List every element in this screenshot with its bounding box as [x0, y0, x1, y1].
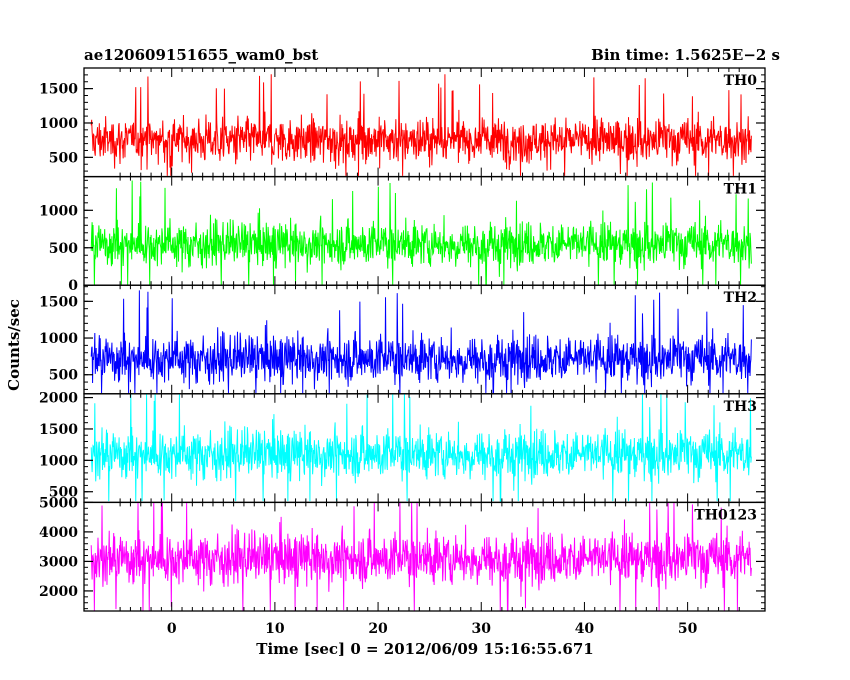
panel-label: TH1: [724, 182, 757, 198]
light-curve-th1: [90, 180, 752, 285]
light-curve-th3: [90, 393, 752, 502]
y-tick-label: 2000: [39, 391, 78, 407]
y-tick-label: 500: [49, 368, 78, 384]
y-tick-label: 500: [49, 241, 78, 257]
x-tick-label: 30: [472, 621, 492, 637]
y-tick-label: 4000: [39, 525, 78, 541]
y-tick-label: 500: [49, 150, 78, 166]
x-tick-label: 10: [265, 621, 285, 637]
y-axis-label: Counts/sec: [5, 299, 23, 391]
x-tick-label: 0: [167, 621, 177, 637]
y-tick-label: 1000: [39, 453, 78, 469]
panel-th1: 0 500 1000 TH1: [39, 175, 766, 294]
panel-th0123: 2000 3000 4000 5000 TH0123: [39, 495, 766, 612]
y-tick-label: 500: [49, 485, 78, 501]
panel-frame: [83, 501, 766, 612]
x-axis-label: Time [sec] 0 = 2012/06/09 15:16:55.671: [256, 640, 593, 658]
y-tick-label: 1500: [39, 294, 78, 310]
y-tick-label: 3000: [39, 554, 78, 570]
light-curve-th0123: [90, 502, 752, 611]
y-tick-label: 1500: [39, 82, 78, 98]
bin-time-label: Bin time: 1.5625E−2 s: [591, 46, 780, 64]
x-tick-label: 50: [678, 621, 698, 637]
y-tick-label: 1000: [39, 331, 78, 347]
y-tick-label: 0: [68, 278, 78, 294]
panel-th3: 500 1000 1500 2000 TH3: [39, 391, 766, 504]
panel-frame: [83, 284, 766, 395]
panel-label: TH0123: [694, 507, 757, 523]
panel-label: TH3: [724, 399, 757, 415]
figure-title: ae120609151655_wam0_bst: [84, 46, 318, 64]
panel-frame: [83, 67, 766, 178]
y-tick-label: 5000: [39, 495, 78, 511]
x-tick-label: 20: [368, 621, 388, 637]
x-tick-label: 40: [575, 621, 595, 637]
y-tick-label: 2000: [39, 584, 78, 600]
panel-label: TH0: [724, 73, 758, 89]
light-curve-th0: [90, 74, 752, 176]
panel-label: TH2: [724, 290, 757, 306]
y-tick-label: 1500: [39, 422, 78, 438]
panel-th0: 500 1000 1500 TH0: [39, 67, 766, 178]
light-curve-th2: [90, 290, 752, 394]
y-tick-label: 1000: [39, 203, 78, 219]
panel-th2: 500 1000 1500 TH2: [39, 284, 766, 395]
y-tick-label: 1000: [39, 116, 78, 132]
